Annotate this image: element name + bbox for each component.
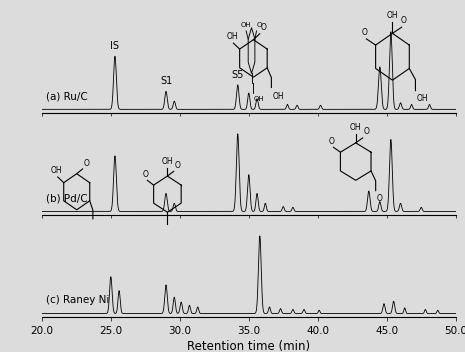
Text: O: O [328, 137, 334, 146]
Text: O: O [84, 158, 90, 168]
Text: OH: OH [226, 32, 238, 41]
Text: O: O [261, 23, 267, 32]
Text: O: O [175, 161, 181, 170]
Text: OH: OH [350, 123, 362, 132]
Text: S1: S1 [160, 76, 172, 87]
Text: S5: S5 [232, 70, 244, 80]
Text: OH: OH [253, 96, 264, 102]
Text: O: O [364, 127, 370, 137]
Text: OH: OH [240, 22, 251, 28]
Text: O: O [401, 16, 407, 25]
Text: OH: OH [417, 94, 429, 103]
Text: OH: OH [386, 11, 398, 20]
Text: O: O [142, 170, 148, 179]
Text: (c) Raney Ni: (c) Raney Ni [46, 295, 109, 305]
Text: OH: OH [51, 166, 62, 175]
Text: O: O [377, 194, 383, 203]
X-axis label: Retention time (min): Retention time (min) [187, 340, 310, 352]
Text: O: O [361, 28, 367, 37]
Text: OH: OH [162, 157, 173, 165]
Text: IS: IS [111, 41, 120, 51]
Text: (a) Ru/C: (a) Ru/C [46, 91, 88, 101]
Text: (b) Pd/C: (b) Pd/C [46, 193, 87, 203]
Text: OH: OH [272, 93, 284, 101]
Text: O: O [257, 23, 262, 29]
